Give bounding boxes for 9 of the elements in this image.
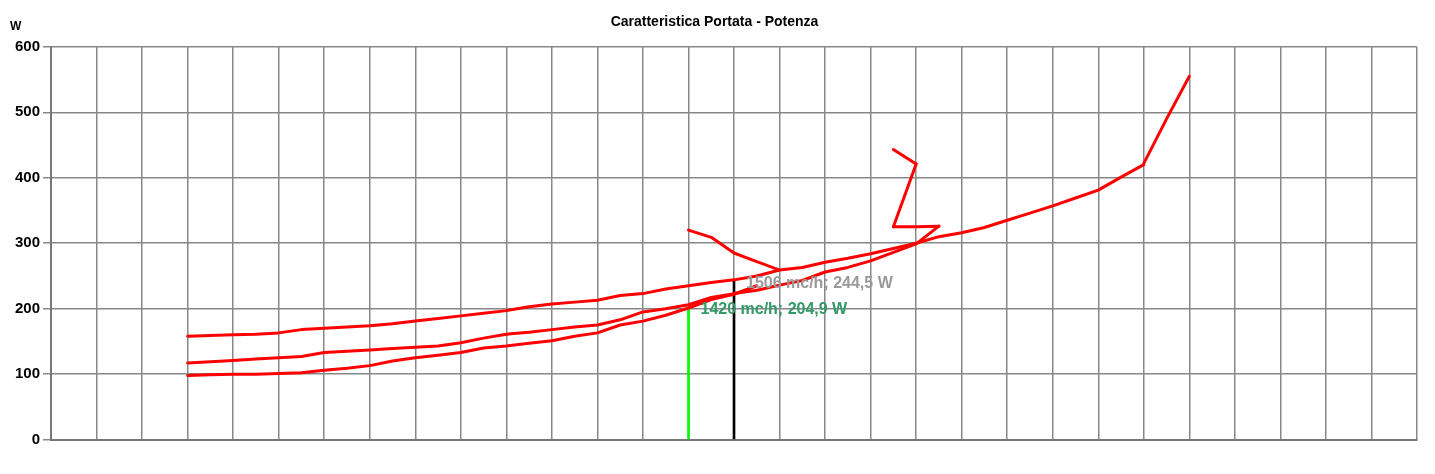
y-tick-label: 500 <box>15 102 41 120</box>
y-tick-label: 200 <box>15 298 41 316</box>
y-tick-label: 600 <box>15 36 41 54</box>
y-tick-label: 400 <box>15 167 41 185</box>
chart-title: Caratteristica Portata - Potenza <box>610 13 819 30</box>
y-tick-label: 300 <box>15 233 41 251</box>
y-axis-title: W <box>10 19 22 34</box>
y-tick-label: 100 <box>15 364 41 382</box>
y-tick-label: 0 <box>31 429 41 447</box>
